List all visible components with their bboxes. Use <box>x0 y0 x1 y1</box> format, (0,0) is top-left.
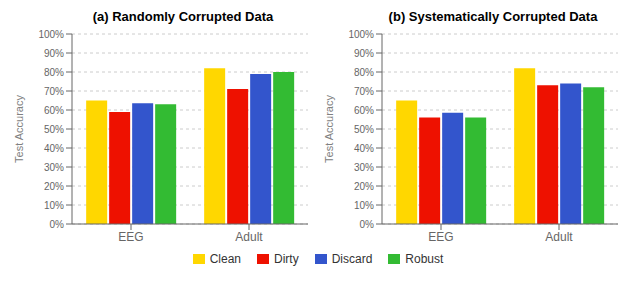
svg-text:EEG: EEG <box>118 230 143 244</box>
svg-text:60%: 60% <box>354 105 374 116</box>
svg-text:80%: 80% <box>354 67 374 78</box>
svg-text:50%: 50% <box>44 124 64 135</box>
svg-text:30%: 30% <box>354 162 374 173</box>
svg-text:100%: 100% <box>38 29 64 40</box>
html-text:(b) Systematically Corrupted D: (b) Systematically Corrupted Data <box>388 9 598 24</box>
svg-text:70%: 70% <box>44 86 64 97</box>
svg-text:Adult: Adult <box>545 230 573 244</box>
html-text:Clean: Clean <box>209 252 241 266</box>
svg-text:0%: 0% <box>50 219 65 230</box>
svg-text:30%: 30% <box>44 162 64 173</box>
html-text:Dirty: Dirty <box>274 252 299 266</box>
svg-text:20%: 20% <box>354 181 374 192</box>
svg-text:Test Accuracy: Test Accuracy <box>323 95 335 163</box>
svg-text:10%: 10% <box>44 200 64 211</box>
svg-text:20%: 20% <box>44 181 64 192</box>
svg-text:80%: 80% <box>44 67 64 78</box>
svg-text:Test Accuracy: Test Accuracy <box>13 95 25 163</box>
html-text:Robust: Robust <box>405 252 444 266</box>
svg-text:60%: 60% <box>44 105 64 116</box>
svg-text:10%: 10% <box>354 200 374 211</box>
svg-text:0%: 0% <box>360 219 375 230</box>
svg-text:Adult: Adult <box>235 230 263 244</box>
html-text:(a) Randomly Corrupted Data: (a) Randomly Corrupted Data <box>92 9 274 24</box>
svg-text:70%: 70% <box>354 86 374 97</box>
html-text:Discard: Discard <box>331 252 373 266</box>
svg-text:100%: 100% <box>348 29 374 40</box>
svg-text:90%: 90% <box>354 48 374 59</box>
svg-text:90%: 90% <box>44 48 64 59</box>
svg-text:40%: 40% <box>44 143 64 154</box>
svg-text:40%: 40% <box>354 143 374 154</box>
svg-text:50%: 50% <box>354 124 374 135</box>
svg-text:EEG: EEG <box>428 230 453 244</box>
